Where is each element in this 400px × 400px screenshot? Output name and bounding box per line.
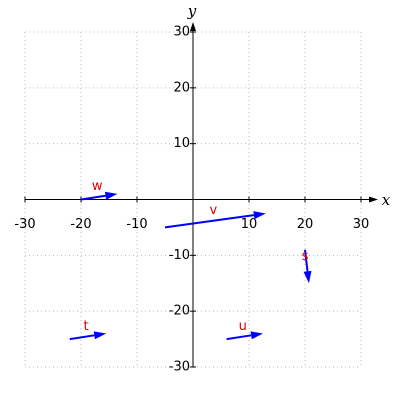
y-tick-label: -20 xyxy=(169,304,190,319)
vector-arrow xyxy=(226,331,263,341)
vector-label: u xyxy=(239,319,247,334)
arrow-head xyxy=(253,211,266,220)
arrow-shaft xyxy=(69,334,95,341)
vector-arrow xyxy=(303,249,312,284)
arrow-shaft xyxy=(304,249,309,272)
y-tick-label: 30 xyxy=(173,25,190,40)
arrow-head xyxy=(303,270,312,284)
x-tick-label: -20 xyxy=(70,217,91,232)
vector-label: t xyxy=(83,319,88,334)
arrow-shaft xyxy=(80,194,106,201)
vector-arrow xyxy=(164,211,266,229)
x-axis-arrow xyxy=(369,196,378,203)
y-tick-label: 20 xyxy=(173,80,190,95)
y-tick-label: 10 xyxy=(173,136,190,151)
x-tick-label: -10 xyxy=(126,217,147,232)
x-axis-label: x xyxy=(382,191,391,209)
arrow-head xyxy=(250,331,263,340)
vector-label: v xyxy=(210,203,218,218)
vector-arrow xyxy=(69,331,107,341)
x-tick-label: 20 xyxy=(297,217,314,232)
x-tick-label: -30 xyxy=(14,217,35,232)
arrow-shaft xyxy=(226,334,252,341)
vector-label: w xyxy=(92,179,103,194)
y-axis-arrow xyxy=(190,22,196,31)
vector-arrow xyxy=(80,191,118,201)
arrow-head xyxy=(104,191,118,200)
x-tick-label: 10 xyxy=(241,217,258,232)
y-axis-label: y xyxy=(187,2,197,20)
vector-label: s xyxy=(302,249,309,264)
arrow-shaft xyxy=(164,214,255,229)
y-tick-label: -10 xyxy=(169,248,190,263)
y-tick-label: -30 xyxy=(169,360,190,375)
x-tick-label: 30 xyxy=(353,217,370,232)
arrow-head xyxy=(93,331,107,340)
